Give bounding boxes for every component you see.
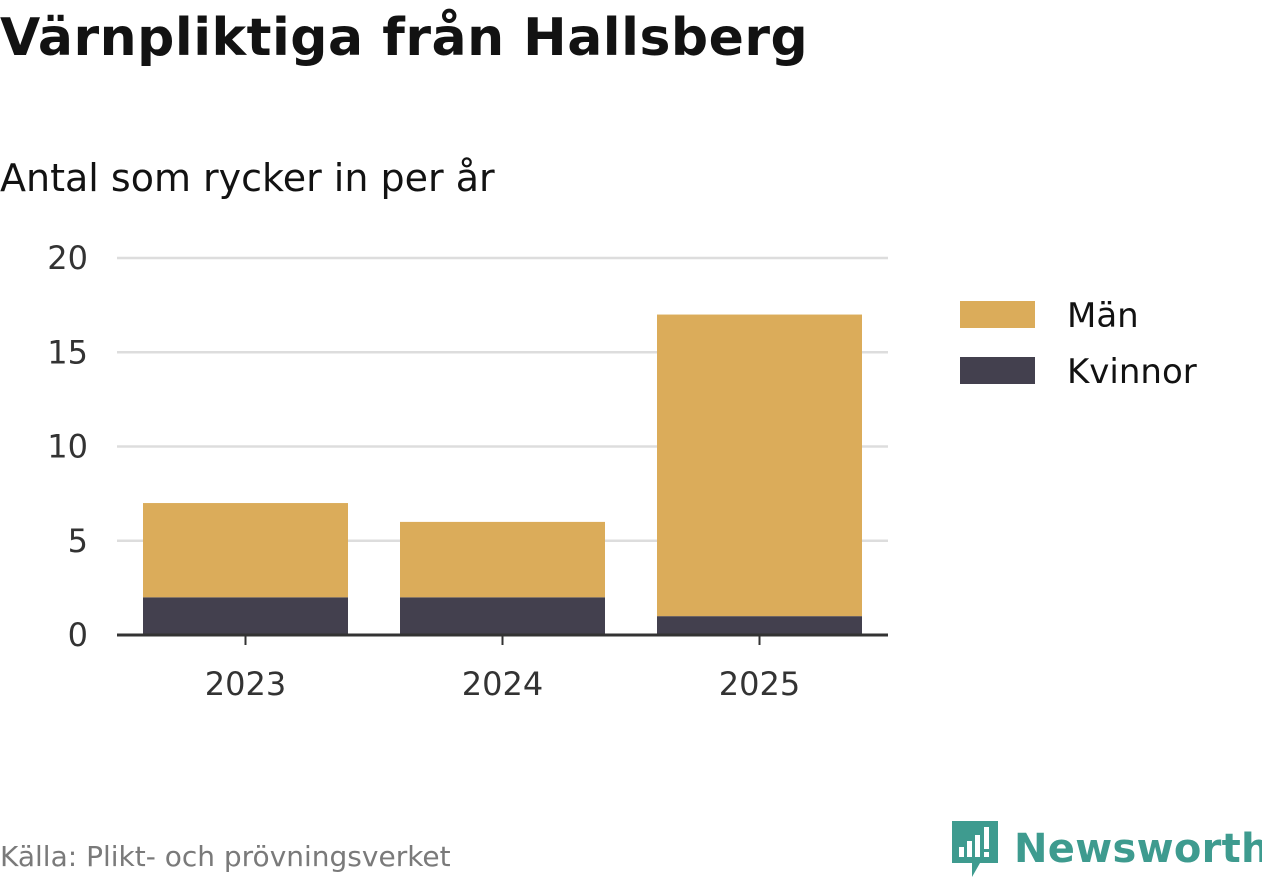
legend-label-kvinnor: Kvinnor — [1067, 352, 1197, 392]
bar-segment-män-2023 — [143, 503, 348, 598]
y-tick-label: 5 — [68, 522, 88, 560]
chart-title: Värnpliktiga från Hallsberg — [0, 8, 809, 68]
y-tick-label: 10 — [47, 428, 88, 466]
x-axis-ticks: 2023 2024 2025 — [205, 635, 800, 703]
y-tick-label: 15 — [47, 333, 88, 371]
x-tick-label: 2024 — [462, 665, 543, 703]
brand-name: Newsworthy — [1014, 826, 1262, 872]
legend-swatch-män — [960, 301, 1035, 328]
y-tick-label: 20 — [47, 239, 88, 277]
x-tick-label: 2025 — [719, 665, 800, 703]
legend-swatch-kvinnor — [960, 357, 1035, 384]
y-tick-label: 0 — [68, 616, 88, 654]
bar-segment-män-2024 — [400, 521, 605, 598]
source-note: Källa: Plikt- och prövningsverket — [0, 840, 451, 873]
chart-subtitle: Antal som rycker in per år — [0, 156, 495, 200]
legend: Män Kvinnor — [960, 296, 1197, 392]
bars — [143, 314, 862, 635]
newsworthy-logo-icon — [952, 821, 998, 877]
legend-label-män: Män — [1067, 296, 1139, 336]
x-tick-label: 2023 — [205, 665, 286, 703]
bar-segment-män-2025 — [657, 314, 862, 617]
y-axis-ticks: 0 5 10 15 20 — [47, 239, 88, 654]
bar-segment-kvinnor-2024 — [400, 597, 605, 635]
brand-logo[interactable]: Newsworthy — [950, 818, 1262, 880]
bar-segment-kvinnor-2023 — [143, 597, 348, 635]
bar-segment-kvinnor-2025 — [657, 616, 862, 635]
